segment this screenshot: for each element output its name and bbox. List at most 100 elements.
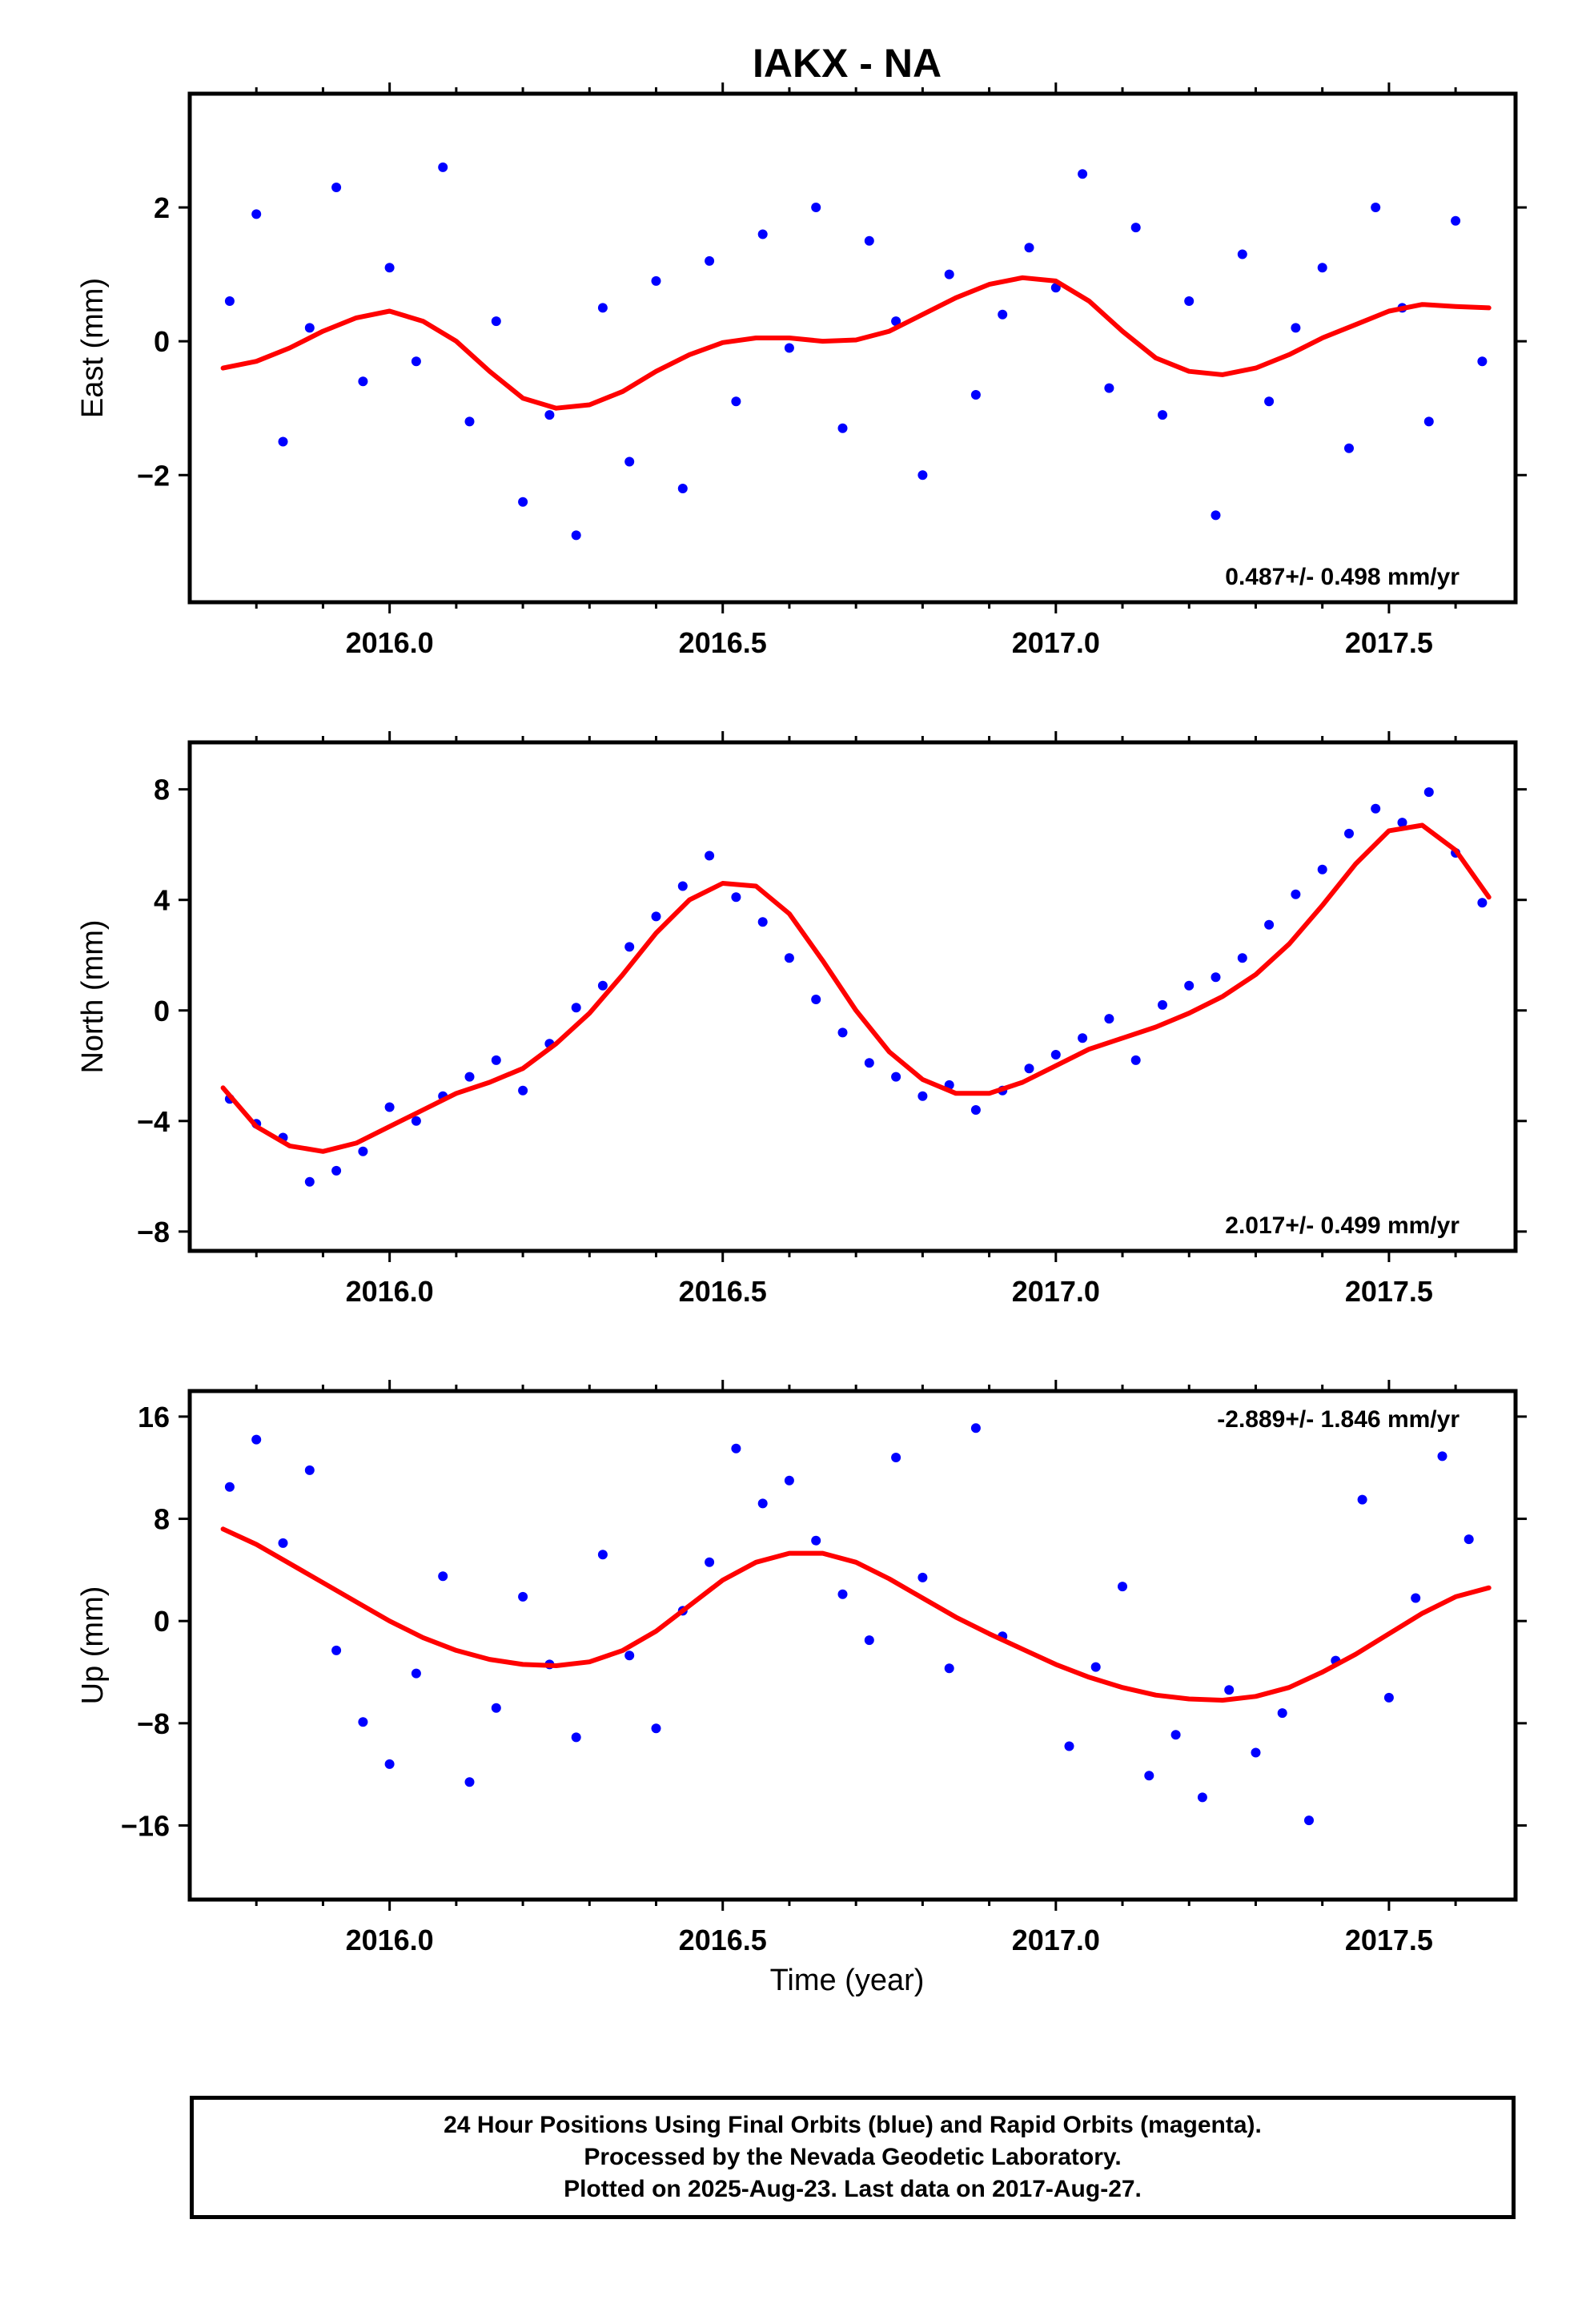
data-point-up <box>917 1572 928 1582</box>
data-point-east <box>384 263 395 273</box>
data-point-east <box>518 497 528 507</box>
data-point-east <box>917 470 928 480</box>
data-point-north <box>1130 1055 1141 1065</box>
footer-line-1: 24 Hour Positions Using Final Orbits (bl… <box>444 2112 1262 2138</box>
data-point-north <box>1024 1063 1034 1074</box>
x-tick-label-east: 2016.5 <box>679 626 767 659</box>
x-tick-label-north: 2017.5 <box>1345 1275 1433 1308</box>
data-point-up <box>1170 1730 1181 1740</box>
data-point-east <box>731 396 741 407</box>
data-point-up <box>1144 1771 1154 1781</box>
data-point-east <box>251 209 262 219</box>
data-point-up <box>384 1759 395 1769</box>
data-point-north <box>464 1072 475 1082</box>
data-point-north <box>1211 972 1221 983</box>
data-point-east <box>1477 356 1488 367</box>
data-point-north <box>677 881 688 891</box>
data-point-east <box>571 530 581 541</box>
data-point-up <box>811 1535 821 1546</box>
data-point-up <box>784 1475 794 1486</box>
data-point-north <box>1344 828 1354 838</box>
data-point-up <box>651 1723 661 1734</box>
y-axis-label-north: North (mm) <box>76 919 110 1073</box>
x-tick-label-up: 2017.5 <box>1345 1924 1433 1956</box>
data-point-up <box>278 1538 288 1548</box>
y-tick-label-east: 0 <box>154 325 170 358</box>
data-point-north <box>1078 1033 1088 1043</box>
data-point-east <box>1184 296 1195 306</box>
fit-curve-north <box>220 822 1492 1154</box>
x-tick-label-up: 2016.0 <box>346 1924 434 1956</box>
data-point-north <box>518 1085 528 1096</box>
data-point-up <box>624 1651 635 1661</box>
rate-annotation-north: 2.017+/- 0.499 mm/yr <box>1225 1212 1460 1239</box>
data-point-up <box>438 1571 448 1582</box>
rate-annotation-up: -2.889+/- 1.846 mm/yr <box>1217 1406 1460 1433</box>
data-point-up <box>411 1668 421 1679</box>
data-point-up <box>1437 1451 1447 1462</box>
data-point-up <box>864 1635 874 1646</box>
data-point-north <box>1477 898 1488 908</box>
y-axis-label-up: Up (mm) <box>76 1586 110 1705</box>
data-point-east <box>411 356 421 367</box>
data-point-up <box>331 1645 342 1655</box>
panel-north: 2016.0 2016.5 2017.0 2017.5 −8 −4 0 4 8 North (mm… <box>76 731 1527 1308</box>
data-point-up <box>1064 1741 1074 1751</box>
data-point-up <box>1090 1662 1101 1672</box>
data-point-east <box>1237 249 1247 259</box>
data-point-east <box>1291 323 1301 333</box>
x-tick-label-east: 2017.0 <box>1012 626 1100 659</box>
data-point-up <box>1464 1534 1474 1545</box>
y-tick-label-up: −8 <box>137 1707 170 1740</box>
data-point-north <box>331 1165 342 1176</box>
data-point-east <box>597 303 608 313</box>
x-tick-label-up: 2017.0 <box>1012 1924 1100 1956</box>
data-point-up <box>1411 1593 1421 1603</box>
data-point-east <box>1078 169 1088 179</box>
data-point-north <box>1158 999 1167 1010</box>
data-point-east <box>224 296 235 306</box>
data-point-up <box>1304 1815 1314 1826</box>
data-point-east <box>944 269 954 279</box>
data-point-up <box>251 1434 262 1445</box>
data-point-north <box>1184 980 1195 991</box>
data-point-north <box>1104 1014 1114 1024</box>
data-point-east <box>1344 443 1354 453</box>
data-point-north <box>1317 864 1327 875</box>
data-point-north <box>757 917 768 927</box>
y-tick-label-up: 0 <box>154 1605 170 1638</box>
data-point-up <box>1224 1685 1235 1695</box>
data-point-east <box>624 456 635 467</box>
data-point-east <box>891 316 901 327</box>
y-tick-label-north: 4 <box>154 884 170 917</box>
data-point-north <box>1397 818 1407 828</box>
y-tick-label-up: 16 <box>138 1401 170 1433</box>
y-tick-label-east: −2 <box>137 459 170 492</box>
data-point-up <box>491 1703 501 1713</box>
data-point-north <box>384 1102 395 1112</box>
figure-title: IAKX - NA <box>753 41 942 86</box>
data-point-north <box>811 995 821 1004</box>
y-tick-label-north: 0 <box>154 995 170 1027</box>
fit-curve-up <box>220 1526 1492 1703</box>
data-point-east <box>1371 203 1381 212</box>
data-point-north <box>1291 889 1301 899</box>
axes-frame-east <box>187 91 1518 605</box>
data-point-up <box>705 1557 715 1567</box>
data-point-up <box>757 1498 768 1509</box>
x-tick-label-north: 2017.0 <box>1012 1275 1100 1308</box>
axes-frame-up <box>187 1389 1518 1902</box>
data-point-east <box>438 162 448 172</box>
data-point-north <box>597 980 608 991</box>
data-point-up <box>1383 1692 1394 1703</box>
data-point-east <box>1104 383 1114 393</box>
data-point-north <box>1237 953 1247 963</box>
data-point-north <box>1050 1050 1061 1059</box>
data-point-east <box>811 203 821 212</box>
data-point-up <box>944 1663 954 1674</box>
data-point-north <box>970 1105 981 1115</box>
data-point-north <box>651 911 661 922</box>
data-point-up <box>597 1550 608 1560</box>
y-tick-label-up: −16 <box>121 1809 170 1842</box>
data-point-up <box>1277 1708 1287 1719</box>
